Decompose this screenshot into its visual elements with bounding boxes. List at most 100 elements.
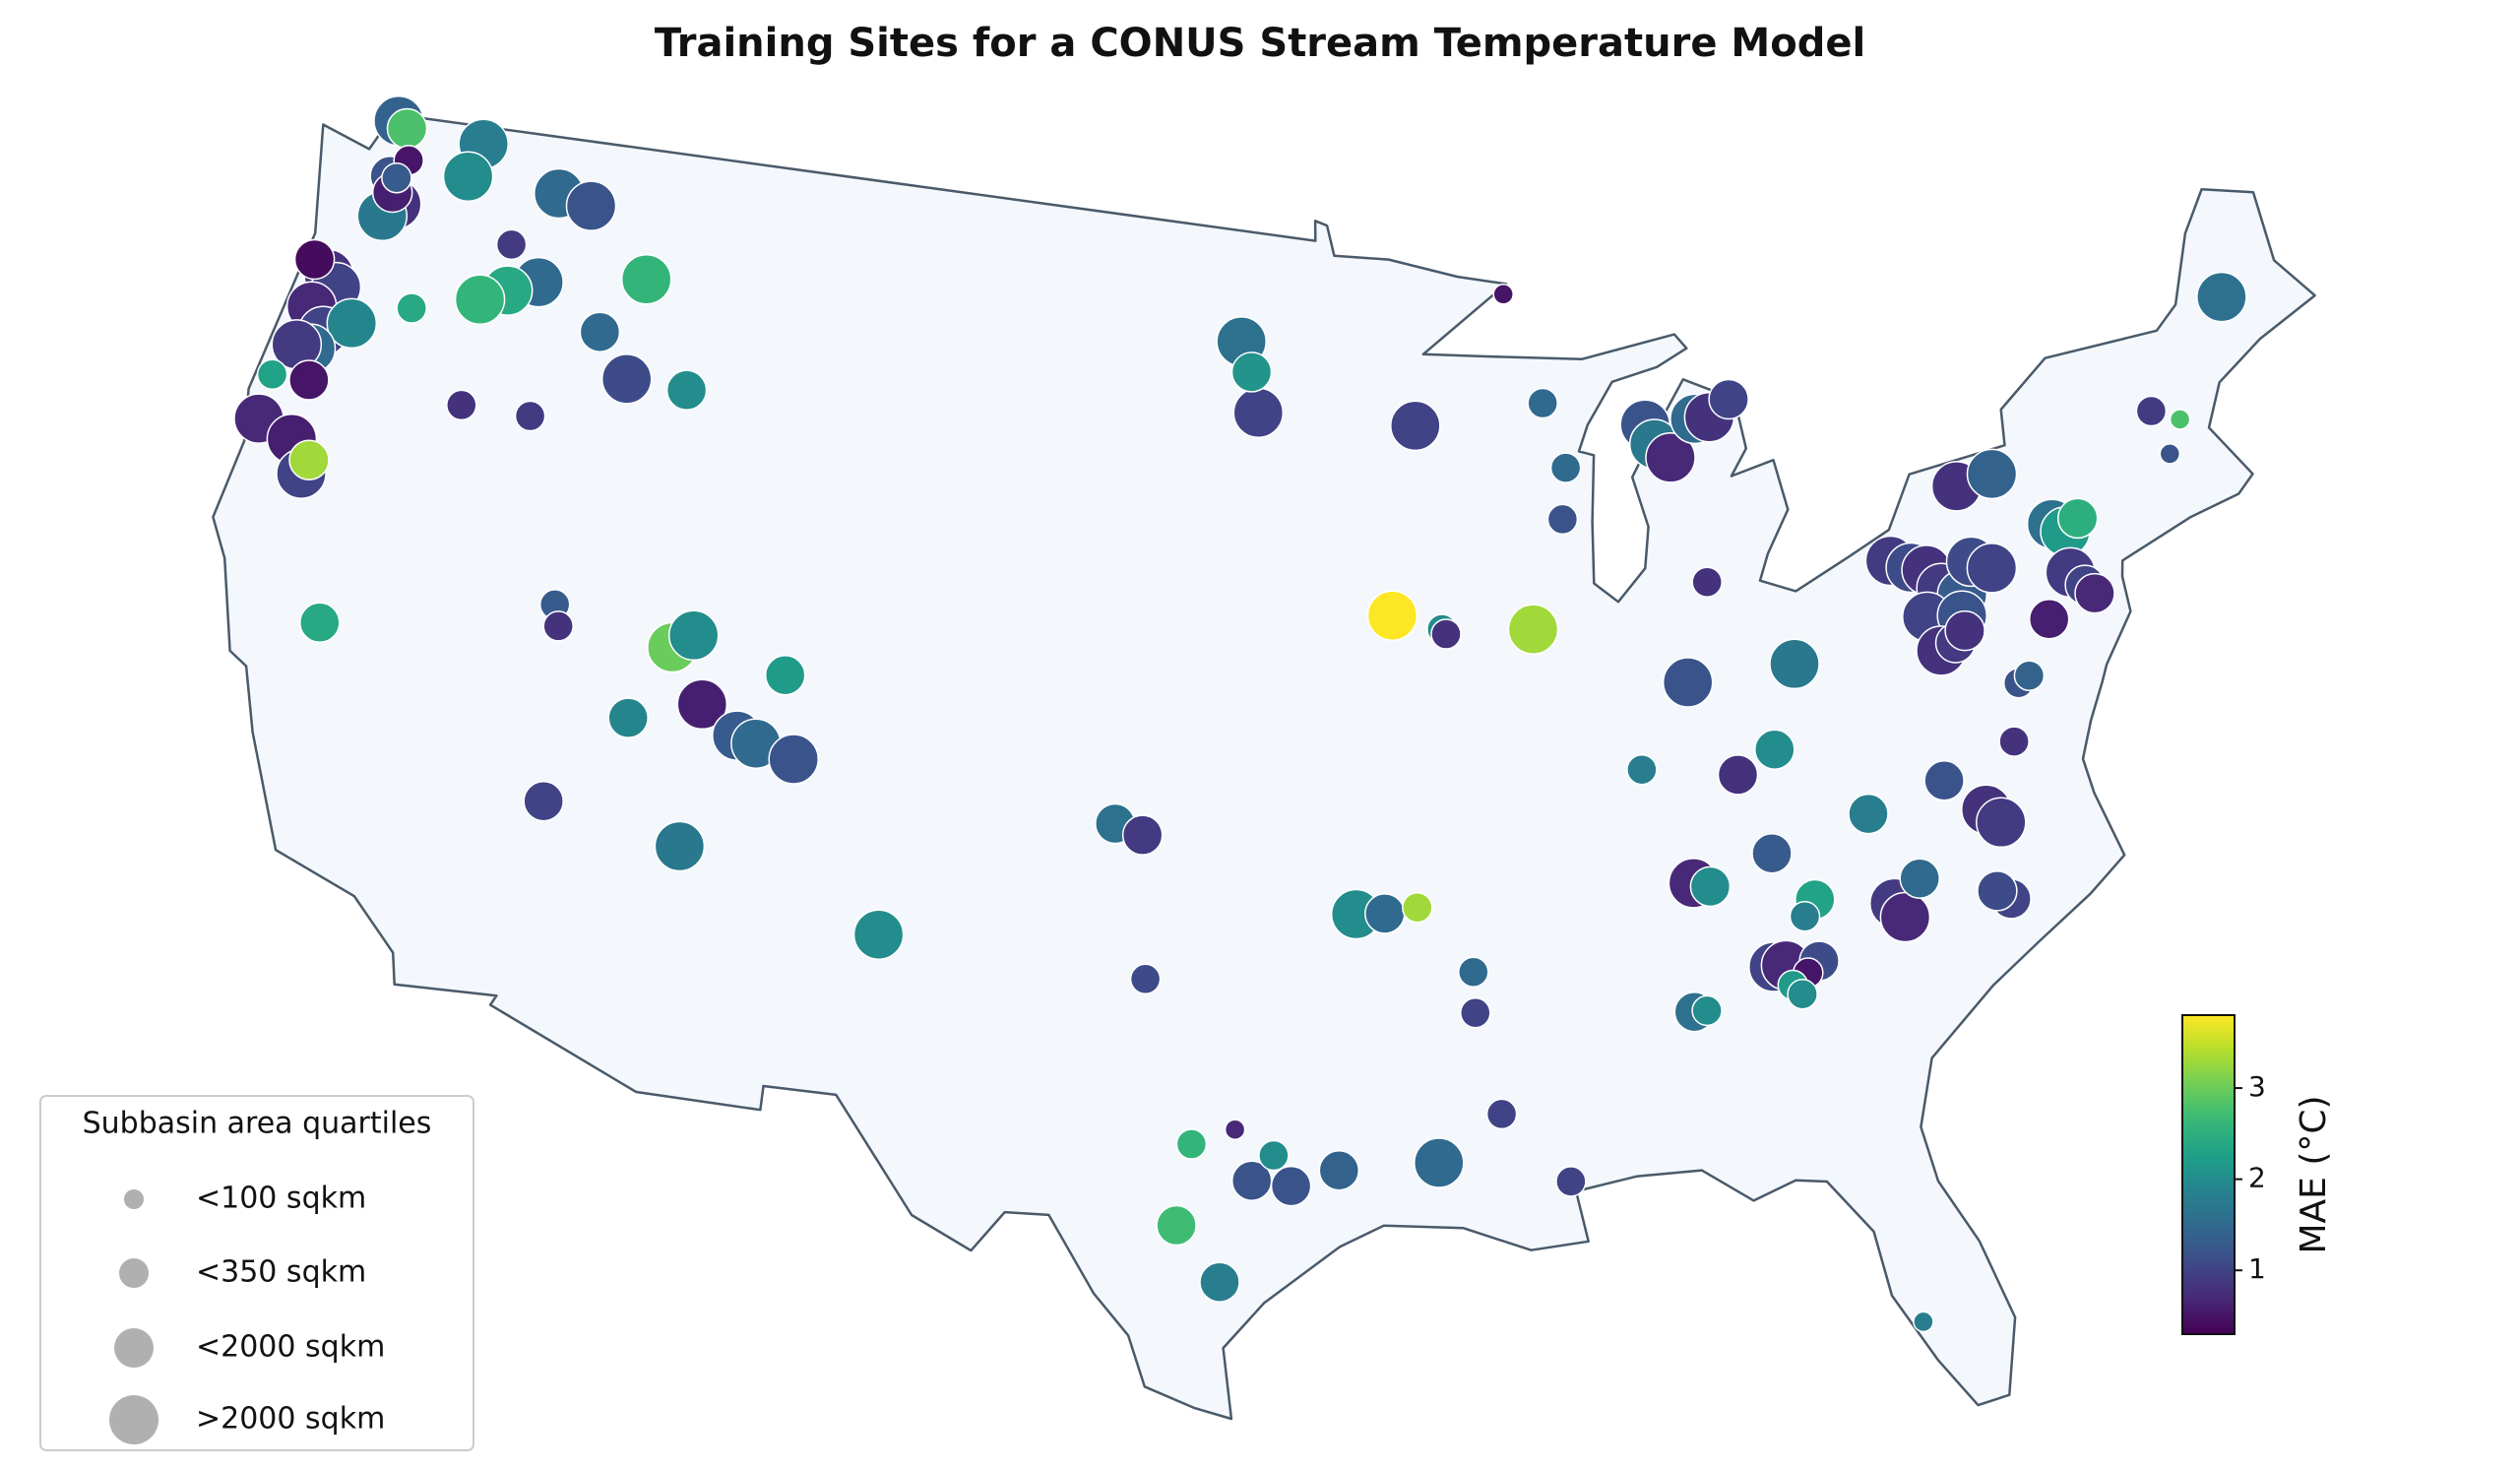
- site-marker: [1708, 378, 1749, 420]
- legend-label: >2000 sqkm: [196, 1402, 385, 1437]
- site-marker: [1662, 657, 1714, 708]
- site-marker: [1966, 448, 2018, 500]
- site-marker: [2135, 395, 2168, 427]
- site-marker: [1402, 891, 1433, 924]
- site-marker: [1555, 1166, 1587, 1197]
- site-marker: [1175, 1128, 1208, 1160]
- site-marker: [1460, 996, 1491, 1029]
- site-marker: [1998, 726, 2030, 757]
- site-marker: [446, 389, 477, 421]
- site-marker: [256, 358, 288, 391]
- colorbar-label: MAE (°C): [2294, 1095, 2334, 1253]
- site-marker: [1121, 814, 1164, 856]
- colorbar-tick-label: 1: [2248, 1252, 2266, 1285]
- legend-marker: [114, 1328, 154, 1368]
- site-marker: [667, 609, 720, 662]
- colorbar-tick-label: 2: [2248, 1162, 2266, 1194]
- site-marker: [1879, 891, 1931, 943]
- site-marker: [1364, 893, 1406, 934]
- colorbar-tick-label: 3: [2248, 1070, 2266, 1103]
- site-marker: [1230, 352, 1273, 393]
- site-marker: [768, 734, 819, 785]
- site-marker: [1258, 1139, 1290, 1172]
- site-marker: [1899, 858, 1940, 899]
- site-marker: [600, 353, 653, 405]
- site-marker: [1923, 760, 1965, 801]
- site-marker: [1129, 963, 1162, 995]
- site-marker: [288, 439, 330, 480]
- site-marker: [1485, 1098, 1518, 1130]
- site-marker: [514, 400, 546, 432]
- site-marker: [676, 678, 728, 731]
- site-marker: [1976, 797, 2027, 849]
- site-marker: [764, 654, 806, 696]
- site-marker: [1366, 590, 1418, 641]
- site-marker: [1754, 729, 1796, 770]
- site-marker: [1458, 956, 1489, 988]
- site-marker: [1430, 618, 1462, 650]
- site-marker: [1787, 978, 1818, 1010]
- site-marker: [1789, 900, 1821, 932]
- site-marker: [2169, 409, 2191, 430]
- site-marker: [523, 780, 564, 822]
- site-marker: [381, 161, 412, 194]
- site-marker: [288, 359, 330, 401]
- site-marker: [1414, 1137, 1465, 1188]
- site-marker: [299, 602, 341, 644]
- site-marker: [1966, 543, 2018, 594]
- site-marker: [1751, 832, 1793, 874]
- sites: [233, 96, 2247, 1333]
- site-marker: [396, 292, 427, 324]
- site-marker: [2013, 660, 2046, 691]
- legend-marker: [109, 1395, 158, 1444]
- legend-marker: [119, 1258, 149, 1288]
- site-marker: [1390, 400, 1441, 452]
- site-marker: [1270, 1165, 1312, 1207]
- legend-title: Subbasin area quartiles: [83, 1107, 432, 1141]
- site-marker: [565, 180, 617, 231]
- site-marker: [1717, 754, 1759, 796]
- legend-label: <2000 sqkm: [196, 1330, 385, 1365]
- site-marker: [2028, 599, 2070, 640]
- site-marker: [1492, 284, 1514, 305]
- site-marker: [386, 107, 428, 150]
- site-marker: [1944, 609, 1985, 652]
- site-marker: [620, 253, 672, 305]
- site-marker: [1977, 870, 2018, 912]
- colorbar: [2181, 1014, 2236, 1335]
- site-marker: [1318, 1149, 1360, 1191]
- legend-box: [39, 1095, 474, 1451]
- site-marker: [665, 369, 708, 412]
- site-marker: [442, 151, 494, 202]
- site-marker: [2196, 271, 2247, 323]
- site-marker: [1549, 452, 1582, 483]
- site-marker: [293, 238, 336, 281]
- site-marker: [1848, 793, 1889, 835]
- site-marker: [326, 297, 378, 350]
- site-marker: [607, 697, 649, 738]
- site-marker: [1199, 1261, 1240, 1303]
- conus-outline: [212, 112, 2316, 1421]
- legend-marker: [124, 1189, 144, 1209]
- site-marker: [1626, 753, 1658, 786]
- site-marker: [495, 228, 528, 261]
- site-marker: [1156, 1204, 1197, 1247]
- site-marker: [1645, 432, 1696, 483]
- site-marker: [1224, 1119, 1246, 1140]
- site-marker: [1689, 865, 1732, 908]
- site-marker: [1507, 604, 1559, 655]
- site-marker: [542, 610, 574, 642]
- site-marker: [1232, 387, 1285, 438]
- site-marker: [2074, 572, 2115, 614]
- site-marker: [2056, 497, 2099, 540]
- site-marker: [1527, 387, 1558, 419]
- site-marker: [1691, 566, 1723, 598]
- site-marker: [1769, 638, 1820, 690]
- site-marker: [579, 311, 621, 352]
- site-marker: [1546, 503, 1579, 536]
- site-marker: [1913, 1311, 1934, 1333]
- site-marker: [1691, 994, 1723, 1027]
- legend-label: <350 sqkm: [196, 1255, 366, 1290]
